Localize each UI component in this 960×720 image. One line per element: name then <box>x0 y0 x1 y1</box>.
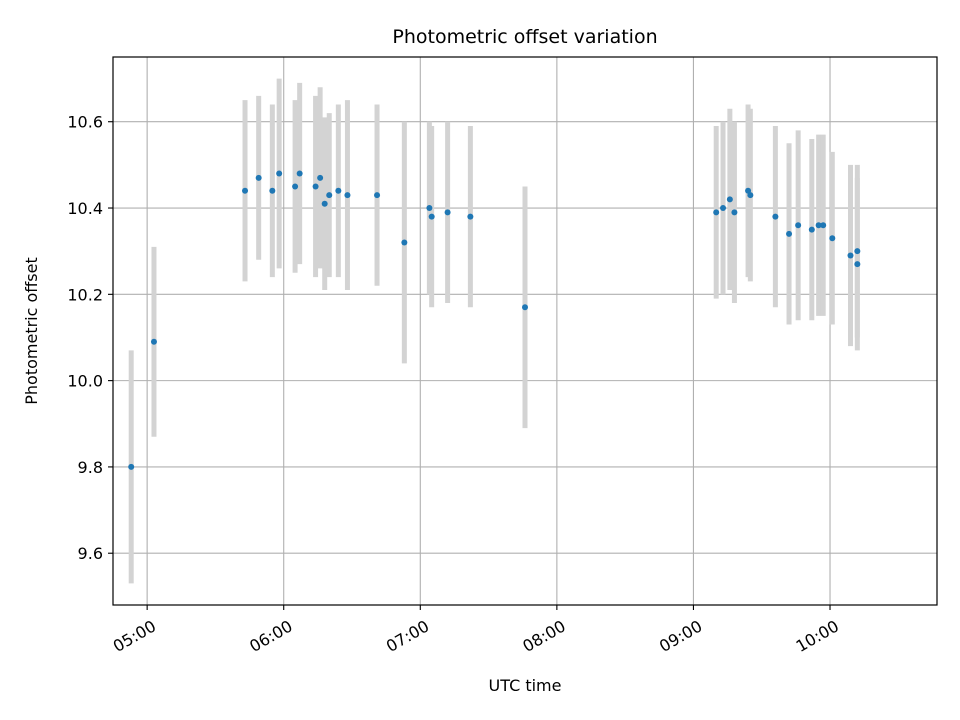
data-point <box>128 463 135 470</box>
data-point <box>269 187 276 194</box>
data-point <box>335 187 342 194</box>
data-point <box>720 205 727 212</box>
data-point <box>731 209 738 216</box>
data-point <box>428 213 435 220</box>
data-point <box>312 183 319 190</box>
y-tick-label: 9.8 <box>78 458 103 477</box>
data-point <box>815 222 822 229</box>
data-point <box>150 338 157 345</box>
data-points <box>128 170 861 470</box>
data-point <box>292 183 299 190</box>
data-point <box>467 213 474 220</box>
data-point <box>276 170 283 177</box>
chart-title: Photometric offset variation <box>392 26 657 48</box>
data-point <box>317 174 324 181</box>
data-point <box>401 239 408 246</box>
data-point <box>426 205 433 212</box>
data-point <box>242 187 249 194</box>
data-point <box>854 261 861 268</box>
data-point <box>444 209 451 216</box>
data-point <box>255 174 262 181</box>
data-point <box>522 304 528 311</box>
y-tick-label: 10.4 <box>67 199 103 218</box>
data-point <box>820 222 827 229</box>
data-point <box>847 252 854 259</box>
data-point <box>321 200 328 207</box>
data-point <box>747 192 754 199</box>
y-tick-label: 10.2 <box>67 285 103 304</box>
data-point <box>808 226 815 233</box>
y-tick-label: 10.6 <box>67 113 103 132</box>
x-axis-label: UTC time <box>489 676 562 695</box>
plot-frame <box>112 56 938 606</box>
data-point <box>374 192 381 199</box>
data-point <box>296 170 303 177</box>
data-point <box>829 235 836 242</box>
data-point <box>713 209 720 216</box>
y-tick-label: 10.0 <box>67 372 103 391</box>
data-point <box>326 192 333 199</box>
y-tick-label: 9.6 <box>78 544 103 563</box>
data-point <box>786 230 793 237</box>
data-point <box>772 213 779 220</box>
data-point <box>344 192 351 199</box>
y-axis-label: Photometric offset <box>22 257 41 405</box>
data-point <box>854 248 861 255</box>
data-point <box>726 196 733 203</box>
data-point <box>795 222 802 229</box>
